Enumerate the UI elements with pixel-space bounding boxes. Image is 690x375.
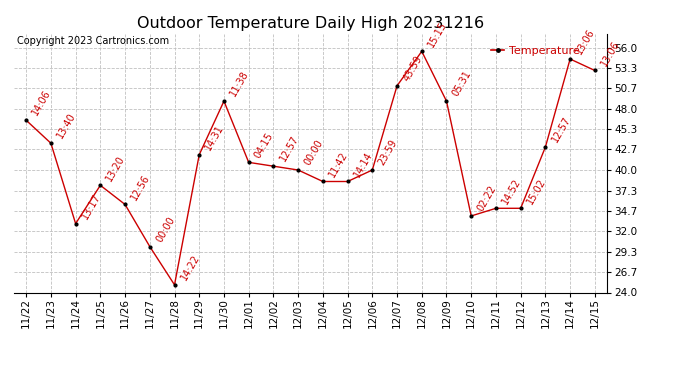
Text: 02:22: 02:22 xyxy=(475,184,498,213)
Text: 00:00: 00:00 xyxy=(302,138,325,167)
Text: 12:57: 12:57 xyxy=(277,134,300,164)
Text: 11:42: 11:42 xyxy=(327,150,350,179)
Text: 43:59: 43:59 xyxy=(401,54,424,83)
Text: 14:22: 14:22 xyxy=(179,253,201,282)
Text: 14:52: 14:52 xyxy=(500,176,523,206)
Text: 13:20: 13:20 xyxy=(104,153,127,183)
Text: 04:15: 04:15 xyxy=(253,130,275,160)
Text: 13:06: 13:06 xyxy=(599,39,622,68)
Text: 14:31: 14:31 xyxy=(204,123,226,152)
Title: Outdoor Temperature Daily High 20231216: Outdoor Temperature Daily High 20231216 xyxy=(137,16,484,31)
Text: 15:15: 15:15 xyxy=(426,20,449,49)
Text: 11:38: 11:38 xyxy=(228,69,250,98)
Text: 05:31: 05:31 xyxy=(451,69,473,98)
Text: 13:17: 13:17 xyxy=(80,192,102,221)
Text: 13:06: 13:06 xyxy=(574,27,597,56)
Text: 00:00: 00:00 xyxy=(154,215,177,244)
Text: 12:56: 12:56 xyxy=(129,172,152,202)
Text: 12:57: 12:57 xyxy=(549,115,572,144)
Legend: Temperature: Temperature xyxy=(486,42,584,61)
Text: Copyright 2023 Cartronics.com: Copyright 2023 Cartronics.com xyxy=(17,36,169,46)
Text: 15:02: 15:02 xyxy=(525,176,547,206)
Text: 23:59: 23:59 xyxy=(377,138,399,167)
Text: 14:06: 14:06 xyxy=(30,88,53,117)
Text: 14:14: 14:14 xyxy=(352,150,374,179)
Text: 13:40: 13:40 xyxy=(55,111,77,141)
